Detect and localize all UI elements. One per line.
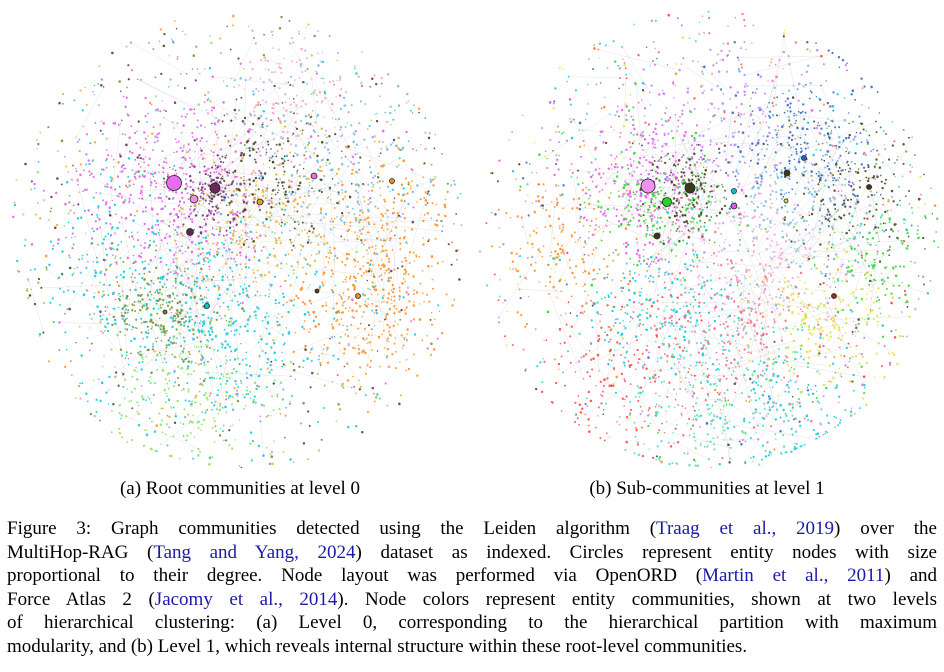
node-dots	[479, 17, 925, 468]
graph-panel-level-0	[2, 6, 472, 468]
caption-line: proportional to their degree. Node layou…	[7, 564, 937, 588]
edge-lines	[28, 38, 449, 456]
caption-line: MultiHop-RAG (Tang and Yang, 2024) datas…	[7, 541, 937, 565]
caption-text: Force Atlas 2 (	[7, 588, 155, 610]
node-dots	[12, 29, 439, 466]
hub-node	[166, 175, 182, 191]
citation-link-tang[interactable]: Tang and Yang, 2024	[153, 541, 356, 563]
hub-node	[801, 155, 807, 161]
graph-nodes	[479, 10, 940, 468]
caption-text: proportional to their degree. Node layou…	[7, 565, 703, 587]
node-dots	[13, 20, 416, 466]
hub-node	[204, 303, 210, 309]
caption-text: ) over the	[834, 518, 937, 539]
caption-text: ) dataset as indexed. Circles represent …	[355, 541, 937, 563]
node-dots	[511, 24, 917, 444]
node-dots	[502, 29, 927, 453]
hub-node	[730, 202, 738, 210]
hub-node	[256, 198, 264, 206]
subcaption-a: (a) Root communities at level 0	[119, 478, 361, 499]
hub-node	[662, 197, 672, 207]
graph-nodes	[12, 14, 463, 468]
hub-node	[189, 194, 199, 204]
citation-link-jacomy[interactable]: Jacomy et al., 2014	[154, 588, 338, 610]
figure-caption: Figure 3: Graph communities detected usi…	[7, 517, 937, 659]
hub-node	[653, 232, 661, 240]
node-dots	[519, 40, 939, 462]
hub-node	[162, 309, 168, 315]
caption-text: ). Node colors represent entity communit…	[337, 588, 937, 610]
caption-text: Figure 3: Graph communities detected usi…	[7, 518, 657, 539]
node-dots	[24, 25, 461, 468]
hub-node	[389, 178, 395, 184]
hub-node	[783, 198, 789, 204]
hub-node	[866, 184, 872, 190]
subcaption-b: (b) Sub-communities at level 1	[589, 478, 825, 499]
caption-text: MultiHop-RAG (	[7, 541, 154, 563]
hub-node	[186, 228, 194, 236]
caption-line: modularity, and (b) Level 1, which revea…	[7, 635, 748, 657]
citation-link-traag[interactable]: Traag et al., 2019	[656, 518, 835, 539]
hub-node	[209, 182, 221, 194]
hub-node	[314, 288, 320, 294]
caption-line: Figure 3: Graph communities detected usi…	[7, 517, 937, 541]
caption-text: ) and	[884, 565, 938, 587]
hub-node	[310, 172, 318, 180]
node-dots	[29, 30, 463, 442]
network-graph-level-1	[479, 10, 940, 468]
hub-node	[783, 169, 791, 177]
network-graph-level-0	[12, 14, 463, 468]
hub-node	[731, 188, 737, 194]
hub-node	[684, 182, 696, 194]
hub-node	[831, 293, 837, 299]
hub-node	[640, 178, 656, 194]
node-dots	[494, 40, 896, 446]
graph-edges	[28, 38, 449, 456]
hub-node	[355, 293, 361, 299]
caption-line: of hierarchical clustering: (a) Level 0,…	[7, 612, 937, 634]
caption-line: Force Atlas 2 (Jacomy et al., 2014). Nod…	[7, 588, 937, 612]
node-dots	[30, 27, 458, 445]
node-dots	[485, 13, 922, 460]
node-dots	[511, 16, 913, 466]
graph-panel-level-1	[474, 6, 944, 468]
node-dots	[27, 25, 429, 443]
citation-link-martin[interactable]: Martin et al., 2011	[702, 565, 885, 587]
